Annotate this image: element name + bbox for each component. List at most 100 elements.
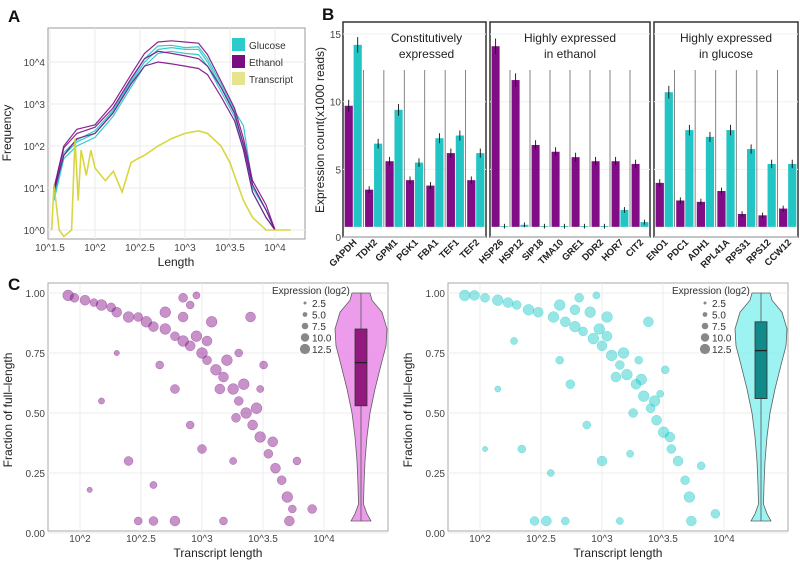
y-tick-label: 10^4 xyxy=(24,58,46,69)
data-point xyxy=(459,289,471,302)
bar-glucose-ccw12 xyxy=(788,163,797,227)
data-point xyxy=(643,316,654,328)
plot-area xyxy=(47,282,389,532)
data-point xyxy=(617,347,630,359)
panel-letter-b: B xyxy=(322,5,334,24)
bar-ethanol-tef1 xyxy=(446,153,455,227)
data-point xyxy=(133,516,143,526)
bar-glucose-fba1 xyxy=(435,138,444,227)
panel-b-ylabel: Expression count(x1000 reads) xyxy=(313,47,327,213)
data-point xyxy=(574,293,584,303)
gene-label: HOR7 xyxy=(600,237,626,263)
data-point xyxy=(582,420,592,430)
panel-c-ethanol-scatter: 10^2 10^2.5 10^3 10^3.5 10^4 0.00 0.25 0.50 0.75… xyxy=(26,282,389,545)
data-point xyxy=(219,516,228,526)
data-point xyxy=(159,306,171,318)
data-point xyxy=(686,515,697,527)
data-point xyxy=(62,289,74,302)
data-point xyxy=(238,378,250,390)
data-point xyxy=(532,306,544,318)
data-point xyxy=(569,320,581,333)
gene-label: ENO1 xyxy=(644,237,671,264)
data-point xyxy=(202,355,212,365)
size-legend-marker xyxy=(300,333,310,342)
data-point xyxy=(133,312,143,322)
y-tick-label: 1.00 xyxy=(26,289,46,300)
data-point xyxy=(190,330,203,342)
data-point xyxy=(170,331,180,341)
y-tick-label: 0.00 xyxy=(426,529,446,540)
facet-title: Highly expressed xyxy=(524,31,616,45)
bar-ethanol-hsp12 xyxy=(511,80,520,227)
data-point xyxy=(664,431,676,443)
y-tick-label: 10^2 xyxy=(24,142,46,153)
data-point xyxy=(284,515,295,527)
series-line-glucose xyxy=(53,44,276,231)
bar-ethanol-rpl41a xyxy=(717,190,726,227)
facet-3: Highly expressed in glucose xyxy=(653,21,799,238)
data-point xyxy=(592,291,601,300)
data-point xyxy=(245,311,256,323)
bar-ethanol-tdh2 xyxy=(365,189,374,227)
y-tick-label: 0.00 xyxy=(26,529,46,540)
data-point xyxy=(270,462,281,474)
data-point xyxy=(148,516,159,526)
data-point xyxy=(672,455,684,467)
size-legend-marker xyxy=(302,312,308,317)
data-point xyxy=(492,294,504,306)
data-point xyxy=(615,360,625,370)
gene-label: GAPDH xyxy=(327,237,359,269)
data-point xyxy=(482,446,488,452)
x-tick-label: 10^3 xyxy=(174,243,196,254)
bar-ethanol-ccw12 xyxy=(779,208,788,227)
x-tick-label: 10^3 xyxy=(591,534,613,545)
y-tick-label: 0 xyxy=(335,233,341,244)
panel-c-glucose-scatter: 10^2 10^2.5 10^3 10^3.5 10^4 0.00 0.25 0.50 0.75… xyxy=(426,282,789,545)
bar-ethanol-tef2 xyxy=(467,180,476,227)
facet-title: in ethanol xyxy=(544,47,596,61)
size-legend-label: 12.5 xyxy=(712,345,732,356)
bar-glucose-rps31 xyxy=(746,149,756,227)
data-point xyxy=(196,347,208,359)
data-point xyxy=(259,360,268,370)
data-point xyxy=(288,504,297,514)
data-point xyxy=(192,291,201,300)
data-point xyxy=(86,486,93,493)
data-point xyxy=(292,456,302,466)
x-tick-label: 10^3.5 xyxy=(248,534,278,545)
y-tick-label: 1.00 xyxy=(426,289,446,300)
facet-title: in glucose xyxy=(699,47,753,61)
series-line-transcript xyxy=(50,129,291,238)
violin-box xyxy=(754,321,768,399)
data-point xyxy=(197,444,207,454)
data-point xyxy=(240,407,252,419)
data-point xyxy=(494,385,502,393)
bar-ethanol-gapdh xyxy=(344,105,353,227)
x-tick-label: 10^2 xyxy=(69,534,91,545)
data-point xyxy=(666,444,677,454)
data-point xyxy=(177,311,189,323)
size-legend-label: 7.5 xyxy=(312,322,326,333)
data-point xyxy=(502,297,514,308)
size-legend-label: 2.5 xyxy=(312,299,326,310)
size-legend-marker xyxy=(701,322,709,330)
bar-glucose-tdh2 xyxy=(374,143,383,227)
data-point xyxy=(214,383,226,395)
gene-label: TEF1 xyxy=(437,237,462,262)
data-point xyxy=(123,456,134,466)
x-tick-label: 10^3.5 xyxy=(215,243,245,254)
size-legend-marker xyxy=(301,322,309,330)
series-line-ethanol xyxy=(53,61,276,231)
data-point xyxy=(170,384,180,394)
data-point xyxy=(638,390,650,402)
gene-label: FBA1 xyxy=(416,237,442,263)
size-legend-marker xyxy=(702,312,708,317)
data-point xyxy=(601,330,613,342)
legend-label-ethanol: Ethanol xyxy=(249,58,283,69)
data-point xyxy=(185,420,195,430)
data-point xyxy=(229,457,237,465)
bar-ethanol-pdc1 xyxy=(676,200,685,227)
bar-glucose-gpm1 xyxy=(394,109,403,227)
data-point xyxy=(680,475,690,485)
